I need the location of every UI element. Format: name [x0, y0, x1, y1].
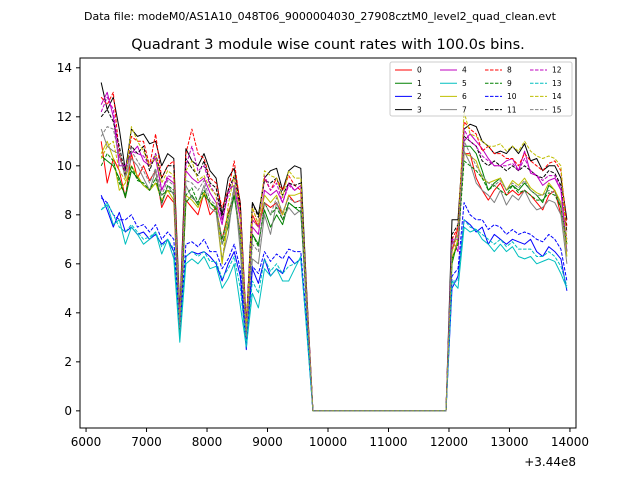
legend-label: 2 [417, 92, 422, 101]
series-layer [100, 82, 568, 412]
legend-entry: 2 [395, 92, 422, 101]
y-tick-label: 10 [57, 159, 72, 173]
legend-entry: 8 [485, 66, 512, 75]
x-tick-label: 6000 [71, 435, 102, 449]
legend-label: 10 [507, 92, 517, 101]
legend-entry: 10 [485, 92, 517, 101]
y-tick-label: 4 [64, 306, 72, 320]
x-axis: 6000 7000 8000 9000 10000 11000 12000 13000 1400… [71, 428, 589, 449]
legend-label: 9 [507, 79, 512, 88]
y-tick-label: 12 [57, 110, 72, 124]
series-line-13 [100, 202, 568, 412]
legend-entry: 7 [440, 105, 467, 114]
legend-entry: 14 [530, 92, 562, 101]
legend-entry: 0 [395, 66, 422, 75]
legend-label: 3 [417, 105, 422, 114]
chart-title: Quadrant 3 module wise count rates with … [131, 37, 525, 53]
legend-label: 5 [462, 79, 467, 88]
y-axis: 0 2 4 6 8 10 12 14 [57, 61, 80, 418]
legend-label: 13 [552, 79, 562, 88]
legend-label: 7 [462, 105, 467, 114]
x-tick-label: 11000 [369, 435, 407, 449]
legend-entry: 9 [485, 79, 512, 88]
series-line-0 [100, 141, 568, 412]
y-tick-label: 8 [64, 208, 72, 222]
series-line-1 [100, 145, 568, 412]
series-line-7 [100, 128, 568, 412]
legend-entry: 13 [530, 79, 562, 88]
legend-entry: 6 [440, 92, 467, 101]
x-tick-label: 13000 [490, 435, 528, 449]
legend-label: 15 [552, 105, 562, 114]
x-axis-offset-label: +3.44e8 [524, 455, 576, 469]
legend-entry: 11 [485, 105, 517, 114]
series-line-10 [100, 197, 568, 412]
series-line-12 [100, 96, 568, 412]
y-tick-label: 14 [57, 61, 72, 75]
legend-label: 14 [552, 92, 562, 101]
legend-entry: 3 [395, 105, 422, 114]
y-tick-label: 0 [64, 404, 72, 418]
x-tick-label: 14000 [551, 435, 589, 449]
series-line-6 [100, 140, 568, 412]
x-tick-label: 8000 [192, 435, 223, 449]
x-tick-label: 10000 [309, 435, 347, 449]
legend-frame [389, 61, 573, 117]
legend-label: 1 [417, 79, 422, 88]
legend-label: 6 [462, 92, 467, 101]
series-line-11 [100, 109, 568, 412]
x-tick-label: 12000 [430, 435, 468, 449]
figure-suptitle: Data file: modeM0/AS1A10_048T06_90000040… [84, 10, 557, 23]
legend-label: 4 [462, 66, 467, 75]
legend-entry: 12 [530, 66, 562, 75]
legend-label: 12 [552, 66, 562, 75]
y-tick-label: 2 [64, 355, 72, 369]
legend-entry: 1 [395, 79, 422, 88]
x-tick-label: 9000 [252, 435, 283, 449]
series-line-14 [100, 111, 568, 412]
legend-entry: 5 [440, 79, 467, 88]
legend-label: 0 [417, 66, 422, 75]
legend-entry: 15 [530, 105, 562, 114]
series-line-15 [100, 126, 568, 412]
legend-entry: 4 [440, 66, 467, 75]
series-line-2 [100, 195, 568, 412]
legend-label: 11 [507, 105, 517, 114]
legend-label: 8 [507, 66, 512, 75]
y-tick-label: 6 [64, 257, 72, 271]
x-tick-label: 7000 [131, 435, 162, 449]
